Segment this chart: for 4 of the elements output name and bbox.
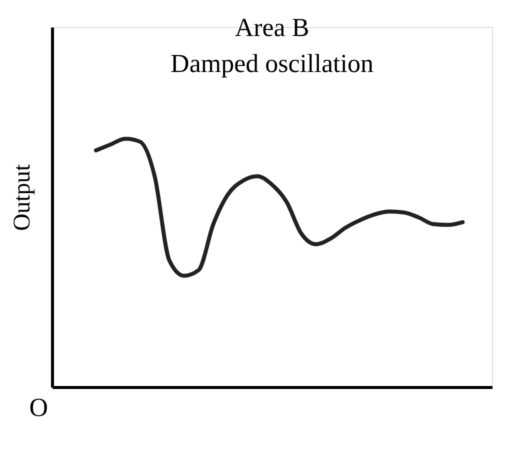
chart-subtitle: Damped oscillation	[170, 49, 374, 78]
chart-title: Area B	[234, 13, 310, 42]
text: O	[29, 393, 48, 422]
y-axis-title: Output	[10, 164, 36, 231]
